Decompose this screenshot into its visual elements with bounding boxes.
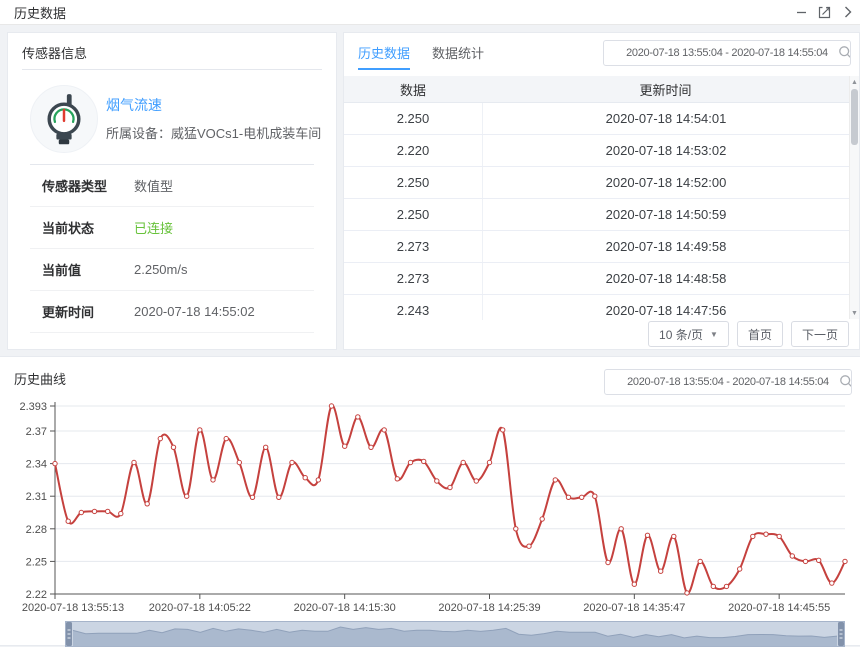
window-titlebar: 历史数据	[0, 0, 860, 25]
curve-panel-title: 历史曲线	[14, 372, 67, 387]
tab-data-statistics[interactable]: 数据统计	[432, 46, 485, 61]
sensor-field-row: 传感器类型 数值型	[30, 165, 314, 207]
field-value: 2.250m/s	[134, 262, 188, 277]
table-row[interactable]: 2.250 2020-07-18 14:50:59	[344, 199, 849, 231]
datazoom-slider[interactable]	[65, 621, 845, 647]
field-label: 当前状态	[42, 221, 95, 236]
table-scrollbar[interactable]: ▲ ▼	[849, 76, 859, 319]
page-size-label: 10 条/页	[659, 327, 704, 342]
history-curve-panel: 历史曲线 2020-07-18 13:55:04 - 2020-07-18 14…	[0, 356, 860, 647]
field-label: 更新时间	[42, 305, 95, 320]
tab-history-data[interactable]: 历史数据	[358, 43, 411, 70]
cell-time: 2020-07-18 14:53:02	[605, 143, 727, 158]
table-date-range-input[interactable]: 2020-07-18 13:55:04 - 2020-07-18 14:55:0…	[603, 40, 851, 66]
cell-time: 2020-07-18 14:54:01	[605, 111, 727, 126]
caret-down-icon: ▼	[710, 329, 718, 339]
table-row[interactable]: 2.220 2020-07-18 14:53:02	[344, 135, 849, 167]
field-label: 当前值	[42, 263, 82, 278]
sensor-gauge-icon	[30, 85, 98, 153]
next-page-button[interactable]: 下一页	[790, 321, 849, 347]
search-icon	[838, 45, 850, 63]
cell-time: 2020-07-18 14:50:59	[605, 207, 727, 222]
divider	[22, 69, 322, 70]
window-controls	[795, 6, 854, 19]
collapse-chevron-icon[interactable]	[841, 6, 854, 19]
cell-value: 2.273	[344, 231, 483, 262]
history-data-panel: 历史数据 数据统计 2020-07-18 13:55:04 - 2020-07-…	[343, 32, 860, 350]
cell-value: 2.220	[344, 135, 483, 166]
table-row[interactable]: 2.273 2020-07-18 14:48:58	[344, 263, 849, 295]
curve-date-range-text: 2020-07-18 13:55:04 - 2020-07-18 14:55:0…	[627, 376, 829, 388]
table-row[interactable]: 2.250 2020-07-18 14:52:00	[344, 167, 849, 199]
window-title: 历史数据	[14, 5, 67, 21]
svg-text:2020-07-18 14:35:47: 2020-07-18 14:35:47	[583, 602, 685, 614]
field-value: 已连接	[134, 221, 174, 236]
svg-text:2020-07-18 13:55:13: 2020-07-18 13:55:13	[22, 602, 124, 614]
svg-text:2020-07-18 14:05:22: 2020-07-18 14:05:22	[149, 602, 251, 614]
scrollbar-thumb[interactable]	[851, 89, 858, 145]
svg-text:2.28: 2.28	[26, 524, 47, 536]
scroll-up-icon[interactable]: ▲	[851, 78, 858, 86]
column-header-time: 更新时间	[639, 82, 692, 98]
divider	[30, 164, 314, 165]
pagination-bar: 10 条/页 ▼ 首页 下一页	[648, 321, 849, 347]
svg-text:2020-07-18 14:15:30: 2020-07-18 14:15:30	[294, 602, 396, 614]
table-header-row: 数据 更新时间	[344, 76, 849, 103]
minimize-icon[interactable]	[795, 6, 808, 19]
column-header-value: 数据	[399, 82, 426, 98]
table-date-range-text: 2020-07-18 13:55:04 - 2020-07-18 14:55:0…	[626, 47, 828, 59]
cell-time: 2020-07-18 14:47:56	[605, 303, 727, 318]
table-row[interactable]: 2.243 2020-07-18 14:47:56	[344, 295, 849, 320]
cell-time: 2020-07-18 14:52:00	[605, 175, 727, 190]
history-data-table: 数据 更新时间 2.250 2020-07-18 14:54:01 2.220 …	[344, 76, 849, 320]
svg-text:2.393: 2.393	[19, 401, 47, 413]
svg-text:2.25: 2.25	[26, 556, 47, 568]
sensor-panel-title: 传感器信息	[22, 46, 88, 61]
cell-time: 2020-07-18 14:49:58	[605, 239, 727, 254]
field-label: 传感器类型	[42, 179, 108, 194]
cell-value: 2.250	[344, 167, 483, 198]
sensor-field-row: 当前值 2.250m/s	[30, 249, 314, 291]
cell-value: 2.250	[344, 199, 483, 230]
svg-text:2.34: 2.34	[26, 459, 47, 471]
svg-text:2020-07-18 14:45:55: 2020-07-18 14:45:55	[728, 602, 830, 614]
history-line-chart: 2.22 2.25 2.28 2.31 2.34 2.37 2.393 2020-07-18 …	[19, 401, 848, 614]
search-icon	[839, 374, 851, 392]
table-row[interactable]: 2.273 2020-07-18 14:49:58	[344, 231, 849, 263]
tab-bar: 历史数据 数据统计	[358, 43, 484, 70]
first-page-button[interactable]: 首页	[736, 321, 783, 347]
cell-value: 2.243	[344, 295, 483, 320]
page-size-select[interactable]: 10 条/页 ▼	[648, 321, 729, 347]
sensor-field-row: 更新时间 2020-07-18 14:55:02	[30, 291, 314, 333]
sensor-fields: 传感器类型 数值型 当前状态 已连接 当前值 2.250m/s 更新时间 202…	[30, 165, 314, 333]
field-value: 数值型	[134, 179, 174, 194]
table-body: 2.250 2020-07-18 14:54:01 2.220 2020-07-…	[344, 103, 849, 320]
table-row[interactable]: 2.250 2020-07-18 14:54:01	[344, 103, 849, 135]
cell-time: 2020-07-18 14:48:58	[605, 271, 727, 286]
scroll-down-icon[interactable]: ▼	[851, 309, 858, 317]
svg-text:2.37: 2.37	[26, 426, 47, 438]
device-info: 所属设备：威猛VOCs1-电机成装车间	[106, 126, 322, 141]
cell-value: 2.273	[344, 263, 483, 294]
field-value: 2020-07-18 14:55:02	[134, 304, 255, 319]
svg-text:2.31: 2.31	[26, 491, 47, 503]
sensor-name-link[interactable]: 烟气流速	[106, 97, 162, 113]
sensor-info-panel: 传感器信息 烟气流速 所属设备：威猛VOCs1-电机成装车间 传感器类型 数值型…	[7, 32, 337, 350]
cell-value: 2.250	[344, 103, 483, 134]
fullscreen-icon[interactable]	[818, 6, 831, 19]
sensor-field-row: 当前状态 已连接	[30, 207, 314, 249]
svg-text:2020-07-18 14:25:39: 2020-07-18 14:25:39	[438, 602, 540, 614]
curve-date-range-input[interactable]: 2020-07-18 13:55:04 - 2020-07-18 14:55:0…	[604, 369, 852, 395]
svg-text:2.22: 2.22	[26, 589, 47, 601]
